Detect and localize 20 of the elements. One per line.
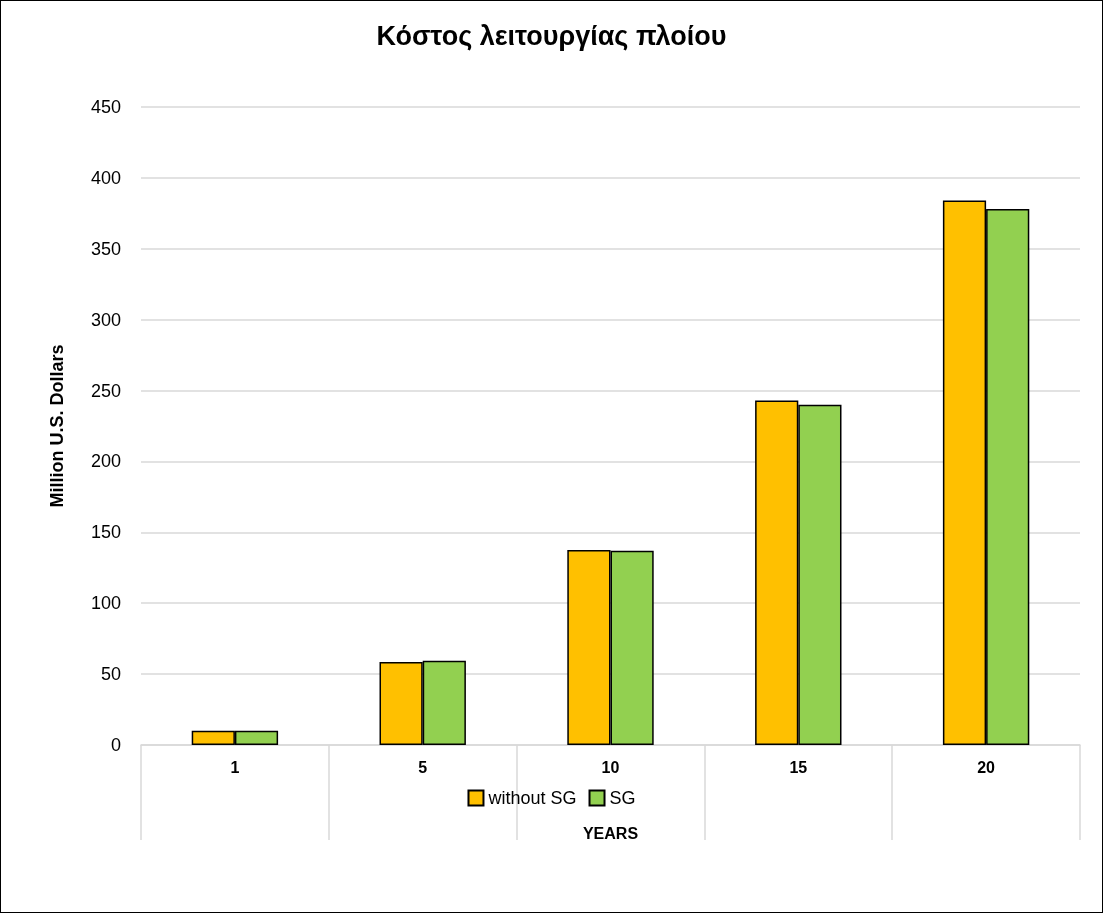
legend-label: without SG bbox=[487, 788, 577, 808]
y-tick-label: 100 bbox=[90, 593, 121, 614]
y-tick-label: 200 bbox=[90, 451, 121, 472]
y-tick-label: 400 bbox=[90, 167, 121, 188]
y-tick-label: 250 bbox=[90, 380, 121, 401]
legend-label: SG bbox=[609, 788, 636, 808]
chart-title: Κόστος λειτουργίας πλοίου bbox=[376, 20, 727, 51]
y-tick-label: 0 bbox=[110, 735, 121, 755]
x-tick-label: 15 bbox=[789, 758, 808, 776]
y-tick-label: 450 bbox=[90, 97, 121, 117]
x-tick-label: 10 bbox=[601, 758, 620, 776]
x-tick-label: 1 bbox=[230, 758, 240, 776]
y-tick-label: 150 bbox=[90, 522, 121, 543]
x-tick-label: 20 bbox=[977, 758, 996, 776]
x-axis-title: YEARS bbox=[582, 824, 639, 842]
y-tick-label: 50 bbox=[100, 664, 121, 685]
y-axis-title: Million U.S. Dollars bbox=[47, 344, 67, 508]
x-tick-label: 5 bbox=[418, 758, 428, 776]
y-tick-label: 350 bbox=[90, 238, 121, 259]
y-tick-label: 300 bbox=[90, 309, 121, 330]
